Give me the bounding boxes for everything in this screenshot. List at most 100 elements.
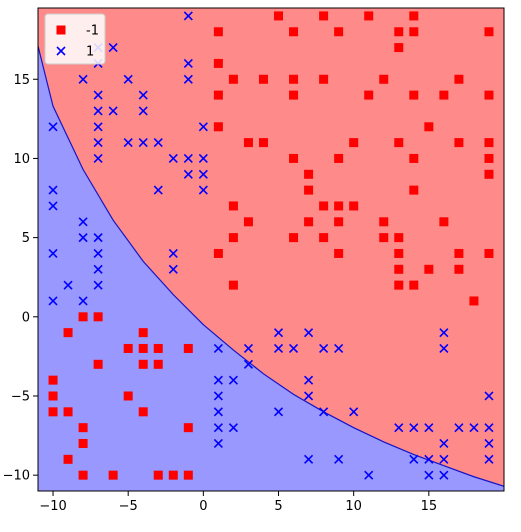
point-x xyxy=(424,470,434,480)
point-x xyxy=(183,153,193,164)
point-x-stroke xyxy=(168,153,178,164)
point-x xyxy=(228,375,238,385)
point-x-stroke xyxy=(439,328,449,338)
point-x-stroke xyxy=(439,343,449,354)
point-square xyxy=(454,138,464,148)
point-square xyxy=(48,375,58,385)
point-square xyxy=(274,11,284,21)
point-x-stroke xyxy=(183,11,193,21)
point-square xyxy=(63,454,73,464)
point-x xyxy=(424,454,434,464)
point-square xyxy=(304,217,314,227)
x-tick-label: −10 xyxy=(39,499,66,514)
legend: -11 xyxy=(44,13,106,65)
point-square xyxy=(409,280,419,290)
point-x-stroke xyxy=(153,185,163,195)
point-x xyxy=(183,58,193,68)
point-x-stroke xyxy=(78,217,88,227)
x-tick-label: 10 xyxy=(345,499,362,514)
point-x xyxy=(469,423,479,433)
point-square xyxy=(228,280,238,290)
point-square xyxy=(78,423,88,433)
point-square xyxy=(394,233,404,243)
point-x-stroke xyxy=(93,122,103,132)
point-x xyxy=(394,423,404,433)
point-square xyxy=(484,248,494,258)
point-x xyxy=(334,454,344,464)
point-x xyxy=(78,296,88,306)
point-x-stroke xyxy=(168,264,178,274)
point-x-stroke xyxy=(123,74,133,84)
point-x-stroke xyxy=(213,423,223,433)
legend-marker-x xyxy=(56,46,66,56)
point-square xyxy=(379,74,389,84)
x-tick-label: 15 xyxy=(421,499,438,514)
point-x xyxy=(138,138,148,148)
point-x xyxy=(213,375,223,385)
point-x-stroke xyxy=(93,153,103,164)
point-x xyxy=(304,391,314,401)
point-square xyxy=(78,312,88,322)
point-square xyxy=(138,407,148,417)
point-x xyxy=(183,169,193,179)
point-square xyxy=(439,217,449,227)
point-x-stroke xyxy=(364,470,374,480)
point-x xyxy=(108,43,118,53)
point-x xyxy=(304,454,314,464)
point-square xyxy=(243,217,253,227)
point-x-stroke xyxy=(213,343,223,354)
point-x xyxy=(213,343,223,354)
point-square xyxy=(183,423,193,433)
point-x xyxy=(439,470,449,480)
point-x-stroke xyxy=(168,248,178,259)
point-square xyxy=(334,201,344,211)
point-x xyxy=(168,153,178,164)
point-x-stroke xyxy=(454,423,464,433)
point-x xyxy=(424,423,434,433)
point-x-stroke xyxy=(48,122,58,132)
point-square xyxy=(78,438,88,448)
point-x-stroke xyxy=(138,106,148,116)
point-x xyxy=(48,248,58,259)
point-x xyxy=(198,169,208,179)
point-square xyxy=(334,27,344,37)
point-x-stroke xyxy=(183,153,193,164)
point-x-stroke xyxy=(228,423,238,433)
point-square xyxy=(394,280,404,290)
point-x xyxy=(319,343,329,354)
point-square xyxy=(349,138,359,148)
y-tick-label: 15 xyxy=(13,73,30,88)
point-x xyxy=(409,454,419,464)
point-x xyxy=(409,423,419,433)
point-x xyxy=(183,74,193,84)
point-x xyxy=(273,328,284,338)
point-square xyxy=(424,264,434,274)
point-square xyxy=(153,343,163,353)
point-x-stroke xyxy=(183,169,193,179)
point-x xyxy=(439,328,449,338)
point-square xyxy=(409,27,419,37)
point-x xyxy=(439,343,449,354)
point-x xyxy=(198,185,208,195)
point-x xyxy=(93,153,103,164)
point-x-stroke xyxy=(48,201,58,211)
point-x-stroke xyxy=(93,233,103,243)
point-square xyxy=(213,27,223,37)
point-x-stroke xyxy=(63,280,73,290)
point-x-stroke xyxy=(48,248,58,259)
point-x-stroke xyxy=(304,328,314,338)
point-x xyxy=(484,454,494,464)
point-x-stroke xyxy=(304,391,314,401)
point-x-stroke xyxy=(183,58,193,68)
point-square xyxy=(304,185,314,195)
point-x xyxy=(213,407,223,417)
point-square xyxy=(213,248,223,258)
point-x xyxy=(153,185,163,195)
point-square xyxy=(228,233,238,243)
point-square xyxy=(289,153,299,163)
point-x xyxy=(93,90,103,100)
point-square xyxy=(379,233,389,243)
point-square xyxy=(183,470,193,480)
point-x xyxy=(93,264,103,274)
point-square xyxy=(243,138,253,148)
